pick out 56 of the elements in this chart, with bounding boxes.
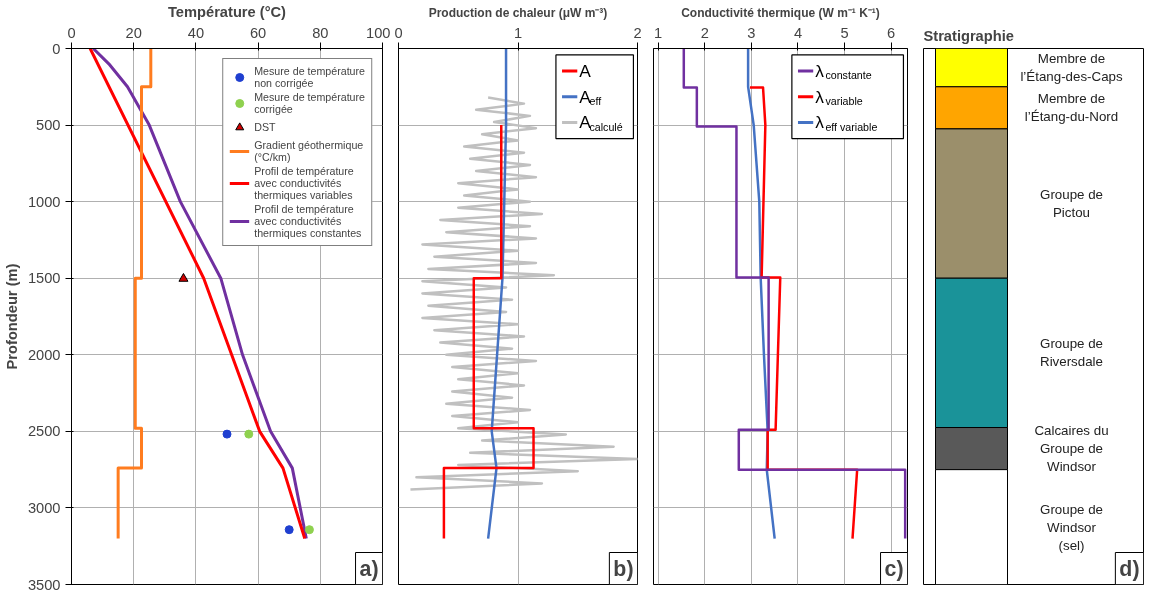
point [244,429,254,439]
legend-label: DST [254,121,276,133]
point [178,272,189,282]
x-tick-label: 0 [67,24,76,41]
y-tick-label: 0 [52,40,61,57]
legend-label: A [579,61,592,82]
legend-label: Acalculé [579,112,623,133]
point [222,429,232,439]
y-tick-label: 2000 [27,346,61,363]
y-tick-label: 3000 [27,499,61,516]
x-axis-title: Conductivité thermique (W m⁻¹ K⁻¹) [681,5,880,20]
point [304,525,314,535]
x-tick-label: 100 [366,24,391,41]
x-tick-label: 6 [887,24,896,41]
y-tick-label: 2500 [27,423,61,440]
text: Groupe de Pictou [1040,187,1103,221]
legend-label: Mesure de température corrigée [254,91,365,115]
text: Groupe de Riversdale [1040,336,1103,370]
x-tick-label: 60 [249,24,267,41]
y-tick-label: 1500 [27,270,61,287]
legend-label: λvariable [815,86,863,108]
y-tick-label: 1000 [27,193,61,210]
legend-label: Aeff [579,86,602,108]
point [284,525,294,535]
text: d) [1119,556,1140,581]
x-tick-label: 1 [654,24,663,41]
x-tick-label: 2 [700,24,709,41]
annotation: c) [884,556,904,581]
line-series [116,48,153,541]
x-axis-title: Production de chaleur (μW m⁻³) [428,5,608,20]
x-tick-label: 20 [125,24,142,41]
legend-label: Mesure de température non corrigée [254,65,365,89]
chart-title: Stratigraphie [923,27,1014,44]
legend-label: Profil de température avec conductivités thermiques variables [254,165,354,201]
x-tick-label: 3 [747,24,756,41]
legend-label: λeff variable [815,112,878,133]
x-tick-label: 2 [633,24,642,41]
series-label: Membre de l’Étang-du-Nord [1024,91,1119,125]
legend-label: λconstante [815,61,872,82]
text: Calcaires du Groupe de Windsor [1034,423,1109,475]
x-tick-label: 0 [394,24,403,41]
y-tick-label: 500 [36,117,61,134]
y-axis-title: Profondeur (m) [3,263,20,370]
y-tick-label: 3500 [27,576,61,593]
x-axis-title: Température (°C) [168,3,287,20]
annotation: b) [613,556,634,581]
x-tick-label: 5 [840,24,849,41]
text: Groupe de Windsor (sel) [1040,501,1103,553]
x-tick-label: 40 [187,24,205,41]
legend-label: Profil de température avec conductivités thermiques constantes [254,203,362,239]
x-tick-label: 4 [793,24,803,41]
x-tick-label: 1 [513,24,523,41]
legend-label: Gradient géothermique (°C/km) [254,139,364,163]
x-tick-label: 80 [312,24,329,41]
series-label: Membre de l’Étang-des-Caps [1020,51,1123,85]
annotation: a) [359,556,379,581]
